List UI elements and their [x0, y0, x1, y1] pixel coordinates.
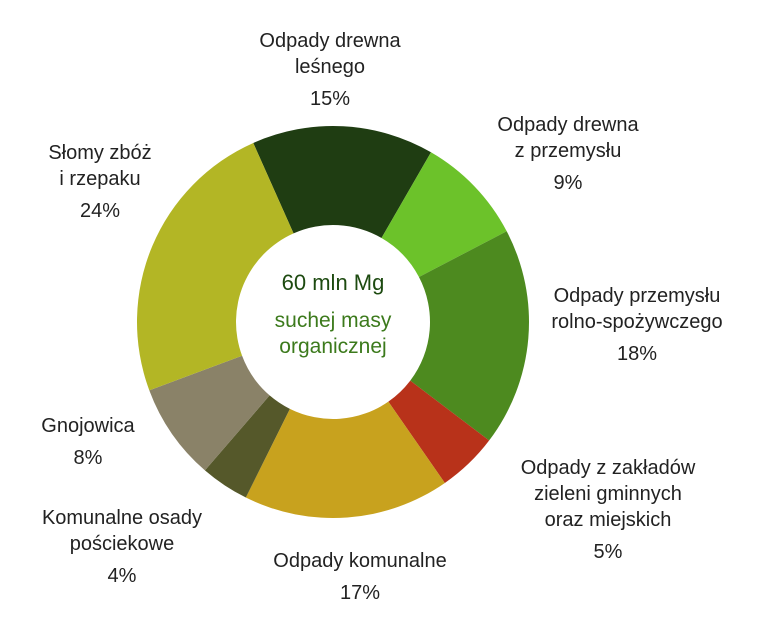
donut-slice: [388, 380, 490, 483]
slice-label: Gnojowica 8%: [0, 413, 218, 471]
slice-label: Odpady komunalne 17%: [230, 548, 490, 606]
donut-slice: [410, 231, 529, 441]
value-label: 24%: [79, 200, 121, 222]
value-label: 4%: [107, 565, 137, 587]
donut-slice: [245, 401, 445, 518]
value-label: 18%: [616, 343, 658, 365]
slice-label: Odpady przemysłu rolno-spożywczego 18%: [507, 283, 767, 367]
center-label: 60 mln Mg suchej masy organicznej: [233, 268, 433, 360]
value-label: 17%: [339, 582, 381, 604]
category-label: Odpady drewna leśnego: [259, 30, 401, 78]
center-title: 60 mln Mg: [281, 270, 385, 295]
value-label: 8%: [73, 447, 103, 469]
category-label: Odpady drewna z przemysłu: [497, 114, 639, 162]
value-label: 15%: [309, 88, 351, 110]
category-label: Odpady komunalne: [273, 550, 447, 572]
value-label: 5%: [593, 541, 623, 563]
slice-label: Odpady drewna leśnego 15%: [200, 28, 460, 112]
slice-label: Komunalne osady pościekowe 4%: [0, 505, 252, 589]
donut-slice: [149, 355, 270, 471]
donut-slice: [253, 125, 431, 238]
category-label: Komunalne osady pościekowe: [41, 507, 203, 555]
donut-slice: [136, 142, 294, 391]
center-subtitle: suchej masy organicznej: [274, 309, 392, 358]
category-label: Gnojowica: [41, 415, 135, 437]
slice-label: Odpady z zakładów zieleni gminnych oraz …: [478, 455, 738, 565]
slice-label: Odpady drewna z przemysłu 9%: [438, 112, 698, 196]
category-label: Odpady przemysłu rolno-spożywczego: [551, 285, 723, 333]
donut-slice: [204, 395, 290, 498]
category-label: Słomy zbóż i rzepaku: [48, 142, 152, 190]
category-label: Odpady z zakładów zieleni gminnych oraz …: [520, 457, 696, 531]
slice-label: Słomy zbóż i rzepaku 24%: [0, 140, 230, 224]
donut-slice: [381, 152, 507, 278]
value-label: 9%: [553, 172, 583, 194]
